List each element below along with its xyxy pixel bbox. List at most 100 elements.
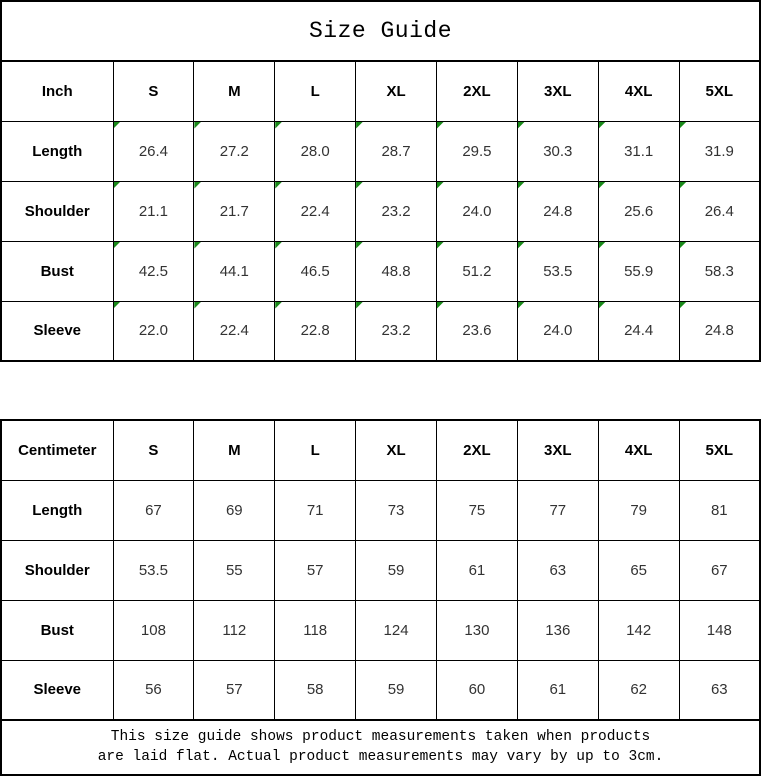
value-cell-text: 59 — [387, 681, 405, 699]
size-header-cell-text: L — [310, 441, 320, 459]
size-header-cell-text: XL — [386, 441, 406, 459]
value-cell-text: 130 — [464, 621, 490, 639]
value-cell: 23.2 — [355, 300, 437, 362]
value-cell: 25.6 — [597, 180, 680, 242]
value-cell-text: 71 — [306, 501, 324, 519]
cell-corner-flag-icon — [598, 301, 606, 309]
value-cell: 56 — [112, 659, 195, 721]
size-header-cell-text: XL — [386, 82, 406, 100]
value-cell-text: 118 — [303, 621, 328, 639]
cell-corner-flag-icon — [356, 181, 364, 189]
value-cell: 53.5 — [112, 539, 195, 601]
value-cell-text: 24.8 — [704, 322, 734, 340]
value-cell: 42.5 — [112, 240, 195, 302]
cell-corner-flag-icon — [437, 121, 444, 129]
value-cell: 30.3 — [516, 120, 599, 182]
value-cell-text: 81 — [710, 501, 728, 519]
value-cell-text: 63 — [710, 681, 728, 699]
value-cell-text: 22.8 — [300, 322, 330, 340]
value-cell: 58 — [274, 659, 357, 721]
value-cell-text: 31.9 — [704, 142, 734, 160]
cell-corner-flag-icon — [517, 121, 525, 129]
value-cell-text: 57 — [306, 561, 324, 579]
size-header-cell-text: L — [310, 82, 320, 100]
value-cell-text: 61 — [468, 561, 486, 579]
size-header-cell: S — [112, 60, 195, 122]
unit-header-cell: Centimeter — [0, 419, 114, 481]
size-header-cell: 4XL — [597, 419, 680, 481]
value-cell: 23.2 — [355, 180, 437, 242]
value-cell: 29.5 — [436, 120, 518, 182]
value-cell-text: 58 — [306, 681, 324, 699]
value-cell: 124 — [355, 599, 437, 661]
value-cell-text: 28.7 — [381, 142, 411, 160]
cell-corner-flag-icon — [517, 181, 525, 189]
value-cell-text: 25.6 — [624, 202, 654, 220]
value-cell: 63 — [516, 539, 599, 601]
size-header-cell-text: M — [228, 82, 241, 100]
value-cell: 71 — [274, 479, 357, 541]
value-cell: 59 — [355, 539, 437, 601]
value-cell-text: 23.6 — [462, 322, 492, 340]
value-cell: 24.8 — [516, 180, 599, 242]
value-cell-text: 23.2 — [381, 322, 411, 340]
value-cell: 62 — [597, 659, 680, 721]
value-cell-text: 44.1 — [219, 262, 249, 280]
size-header-cell-text: S — [148, 441, 159, 459]
value-cell-text: 22.4 — [219, 322, 249, 340]
size-header-cell-text: S — [148, 82, 159, 100]
value-cell-text: 26.4 — [138, 142, 169, 160]
value-cell-text: 42.5 — [138, 262, 169, 280]
size-header-cell: 4XL — [597, 60, 680, 122]
value-cell: 24.0 — [516, 300, 599, 362]
value-cell-text: 112 — [222, 621, 247, 639]
value-cell-text: 77 — [549, 501, 567, 519]
value-cell-text: 24.0 — [462, 202, 492, 220]
value-cell: 21.1 — [112, 180, 195, 242]
value-cell: 112 — [193, 599, 276, 661]
value-cell-text: 61 — [549, 681, 567, 699]
value-cell-text: 29.5 — [462, 142, 492, 160]
cell-corner-flag-icon — [194, 181, 202, 189]
value-cell: 65 — [597, 539, 680, 601]
value-cell: 22.8 — [274, 300, 357, 362]
size-header-cell: 2XL — [436, 419, 518, 481]
measurement-row: Shoulder 53.5 55 57 59 61 63 65 67 — [0, 539, 761, 601]
value-cell: 46.5 — [274, 240, 357, 302]
value-cell: 63 — [678, 659, 761, 721]
cell-corner-flag-icon — [356, 241, 364, 249]
value-cell-text: 51.2 — [462, 262, 492, 280]
value-cell: 69 — [193, 479, 276, 541]
value-cell: 48.8 — [355, 240, 437, 302]
size-header-cell: M — [193, 60, 276, 122]
cell-corner-flag-icon — [194, 121, 202, 129]
value-cell-text: 75 — [468, 501, 486, 519]
value-cell-text: 24.0 — [543, 322, 573, 340]
value-cell-text: 26.4 — [704, 202, 734, 220]
cell-corner-flag-icon — [679, 121, 687, 129]
size-header-cell: M — [193, 419, 276, 481]
value-cell-text: 67 — [145, 501, 162, 519]
value-cell-text: 21.1 — [138, 202, 169, 220]
value-cell: 59 — [355, 659, 437, 721]
cell-corner-flag-icon — [113, 301, 121, 309]
size-header-cell: 2XL — [436, 60, 518, 122]
size-header-cell-text: 5XL — [705, 441, 734, 459]
cell-corner-flag-icon — [275, 241, 283, 249]
value-cell: 148 — [678, 599, 761, 661]
row-label-cell: Bust — [0, 599, 114, 661]
size-header-cell: 3XL — [516, 419, 599, 481]
value-cell-text: 28.0 — [300, 142, 330, 160]
measurement-row: Sleeve 22.0 22.4 22.8 23.2 23.6 24.0 24.4 24.8 — [0, 300, 761, 362]
value-cell: 75 — [436, 479, 518, 541]
value-cell-text: 30.3 — [543, 142, 573, 160]
cell-corner-flag-icon — [113, 181, 121, 189]
cell-corner-flag-icon — [275, 121, 283, 129]
size-header-cell: S — [112, 419, 195, 481]
value-cell-text: 56 — [145, 681, 162, 699]
value-cell-text: 23.2 — [381, 202, 411, 220]
unit-header-cell: Inch — [0, 60, 114, 122]
value-cell: 22.0 — [112, 300, 195, 362]
value-cell-text: 73 — [387, 501, 405, 519]
